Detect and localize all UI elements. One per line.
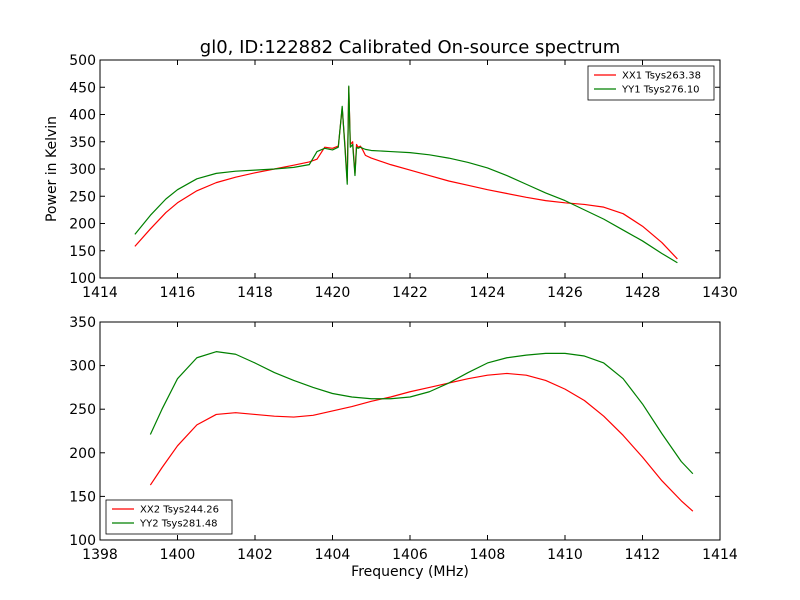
legend-label: XX2 Tsys244.26 xyxy=(140,505,219,516)
legend-label: XX1 Tsys263.38 xyxy=(622,71,701,82)
legend-label: YY2 Tsys281.48 xyxy=(139,519,218,530)
legend-box xyxy=(105,499,233,535)
y-tick-label: 200 xyxy=(69,446,96,462)
series-line-yy xyxy=(149,351,694,475)
y-tick-label: 400 xyxy=(69,108,96,124)
x-tick-label: 1400 xyxy=(160,547,196,563)
y-tick-label: 250 xyxy=(69,402,96,418)
bottom-panel: 1398 1400 1402 1404 1406 1408 1410 1412 1414 100 1… xyxy=(69,315,738,563)
x-tick-label: 1398 xyxy=(82,547,118,563)
x-tick-label: 1426 xyxy=(547,285,583,301)
x-tick-label: 1416 xyxy=(160,285,196,301)
y-tick-label: 350 xyxy=(69,315,96,331)
y-tick-label: 300 xyxy=(69,162,96,178)
y-tick-label: 250 xyxy=(69,189,96,205)
x-tick-label: 1406 xyxy=(392,547,428,563)
x-axis-label: Frequency (MHz) xyxy=(351,564,469,580)
x-tick-label: 1404 xyxy=(315,547,351,563)
legend: XX1 Tsys263.38 YY1 Tsys276.10 xyxy=(587,65,715,101)
y-tick-label: 300 xyxy=(69,359,96,375)
top-panel: 1414 1416 1418 1420 1422 1424 1426 1428 1430 100 1… xyxy=(44,53,738,301)
x-tick-label: 1410 xyxy=(547,547,583,563)
y-tick-label: 200 xyxy=(69,217,96,233)
chart-title: gl0, ID:122882 Calibrated On-source spec… xyxy=(200,37,620,58)
legend-box xyxy=(587,65,715,101)
x-tick-label: 1428 xyxy=(625,285,661,301)
x-tick-label: 1414 xyxy=(82,285,118,301)
x-tick-label: 1430 xyxy=(702,285,738,301)
y-tick-label: 350 xyxy=(69,135,96,151)
x-tick-label: 1420 xyxy=(315,285,351,301)
x-tick-label: 1418 xyxy=(237,285,273,301)
y-tick-label: 100 xyxy=(69,271,96,287)
x-tick-label: 1402 xyxy=(237,547,273,563)
series-line-xx xyxy=(149,372,694,512)
y-tick-label: 150 xyxy=(69,489,96,505)
x-tick-label: 1412 xyxy=(625,547,661,563)
x-tick-label: 1414 xyxy=(702,547,738,563)
y-axis-label: Power in Kelvin xyxy=(44,116,60,222)
x-tick-label: 1422 xyxy=(392,285,428,301)
series-line-yy xyxy=(134,85,678,264)
legend: XX2 Tsys244.26 YY2 Tsys281.48 xyxy=(105,499,233,535)
x-tick-label: 1424 xyxy=(470,285,506,301)
y-tick-label: 450 xyxy=(69,80,96,96)
y-tick-label: 150 xyxy=(69,244,96,260)
y-tick-label: 100 xyxy=(69,533,96,549)
x-tick-label: 1408 xyxy=(470,547,506,563)
legend-label: YY1 Tsys276.10 xyxy=(621,85,700,96)
y-tick-label: 500 xyxy=(69,53,96,69)
